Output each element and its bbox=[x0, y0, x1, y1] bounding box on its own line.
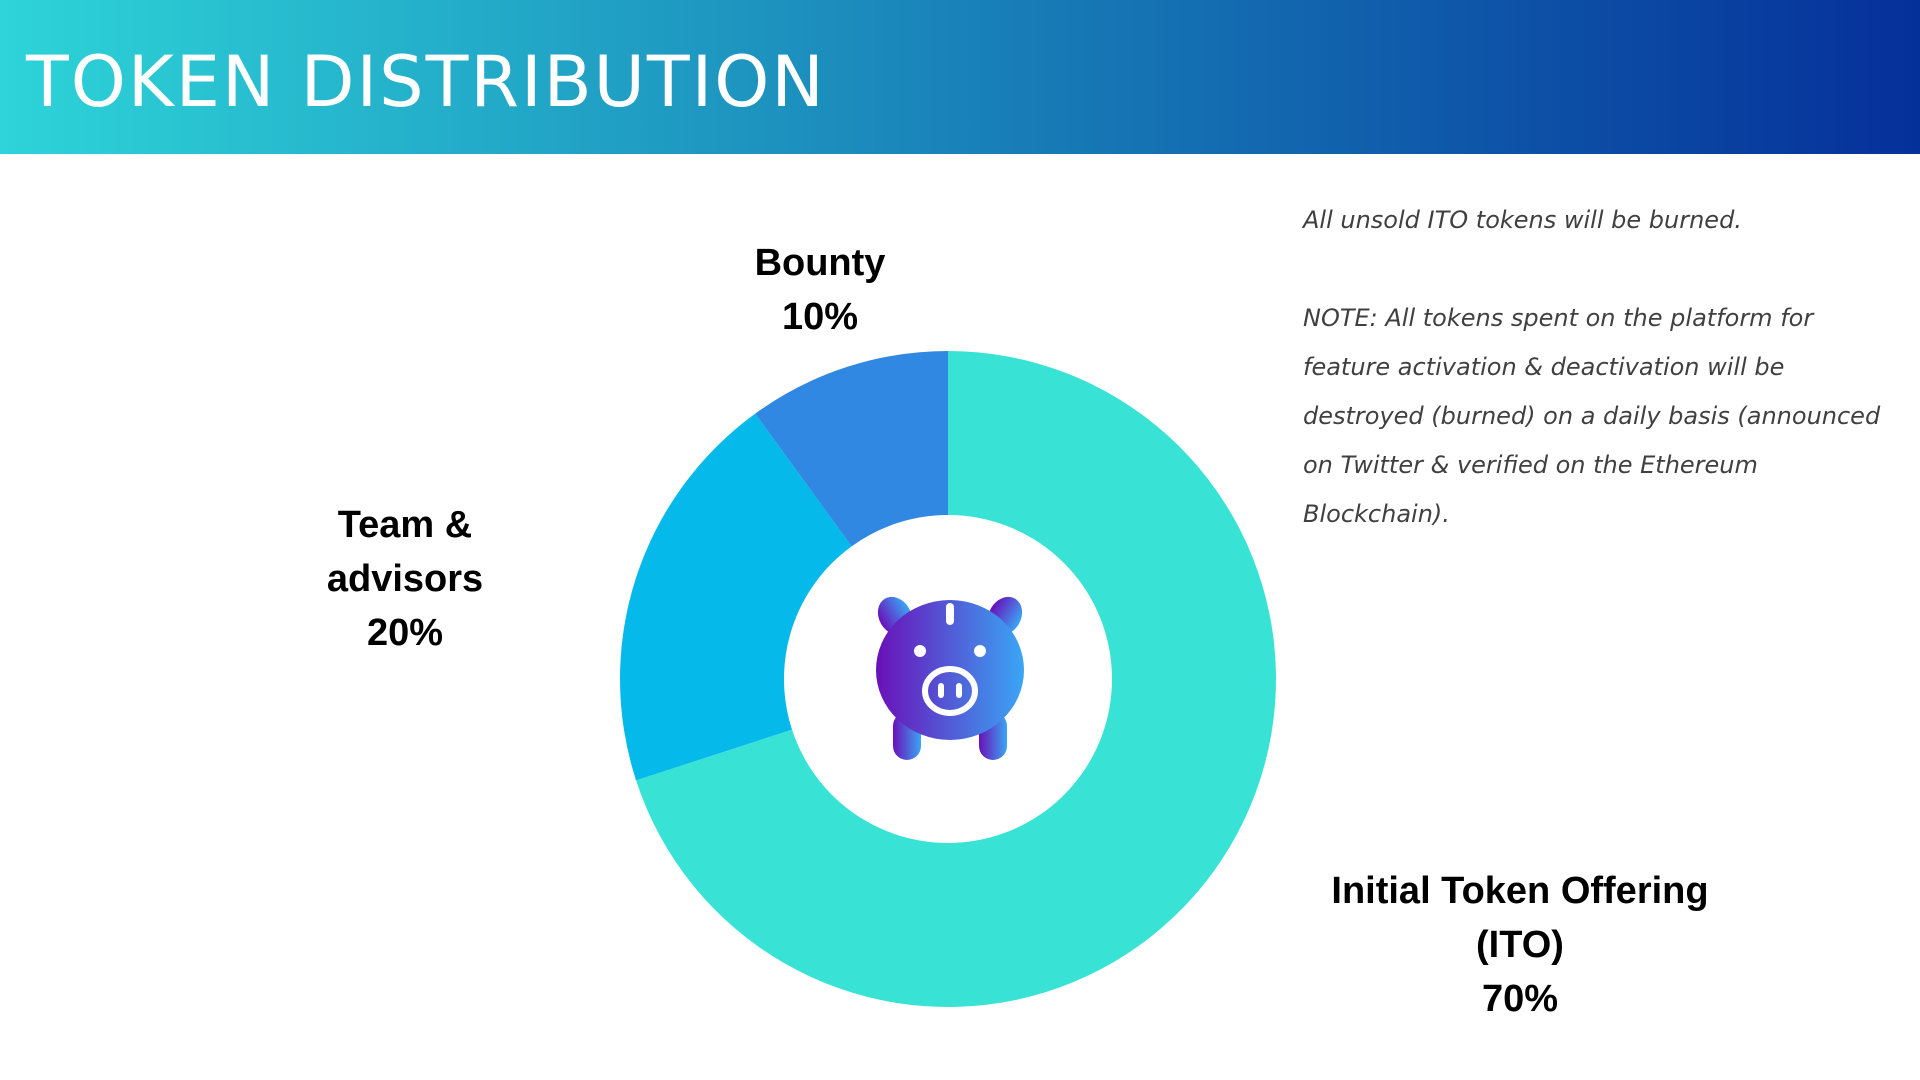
slice-label-team: Team & advisors 20% bbox=[260, 498, 550, 660]
page-title: TOKEN DISTRIBUTION bbox=[26, 41, 826, 123]
piggy-bank-icon bbox=[876, 596, 1024, 760]
slice-label-line: Team & bbox=[337, 504, 473, 546]
slice-label-bounty: Bounty 10% bbox=[700, 236, 940, 344]
slice-label-line: (ITO) bbox=[1476, 924, 1564, 966]
slice-bounty bbox=[755, 351, 948, 547]
slice-label-line: 70% bbox=[1481, 978, 1559, 1020]
slice-label-line: 10% bbox=[781, 296, 859, 338]
slice-label-line: Bounty bbox=[754, 242, 886, 284]
slice-team bbox=[620, 413, 852, 781]
header-bar bbox=[0, 0, 1920, 154]
notes-panel: All unsold ITO tokens will be burned. NO… bbox=[1303, 196, 1903, 539]
slice-label-line: Initial Token Offering bbox=[1331, 870, 1709, 912]
note-burn-policy: NOTE: All tokens spent on the platform f… bbox=[1303, 304, 1881, 528]
note-unsold-tokens: All unsold ITO tokens will be burned. bbox=[1303, 206, 1742, 234]
slice-label-line: 20% bbox=[366, 612, 444, 654]
slice-label-ito: Initial Token Offering (ITO) 70% bbox=[1290, 864, 1750, 1026]
slice-ito bbox=[636, 351, 1276, 1008]
slice-label-line: advisors bbox=[326, 558, 484, 600]
